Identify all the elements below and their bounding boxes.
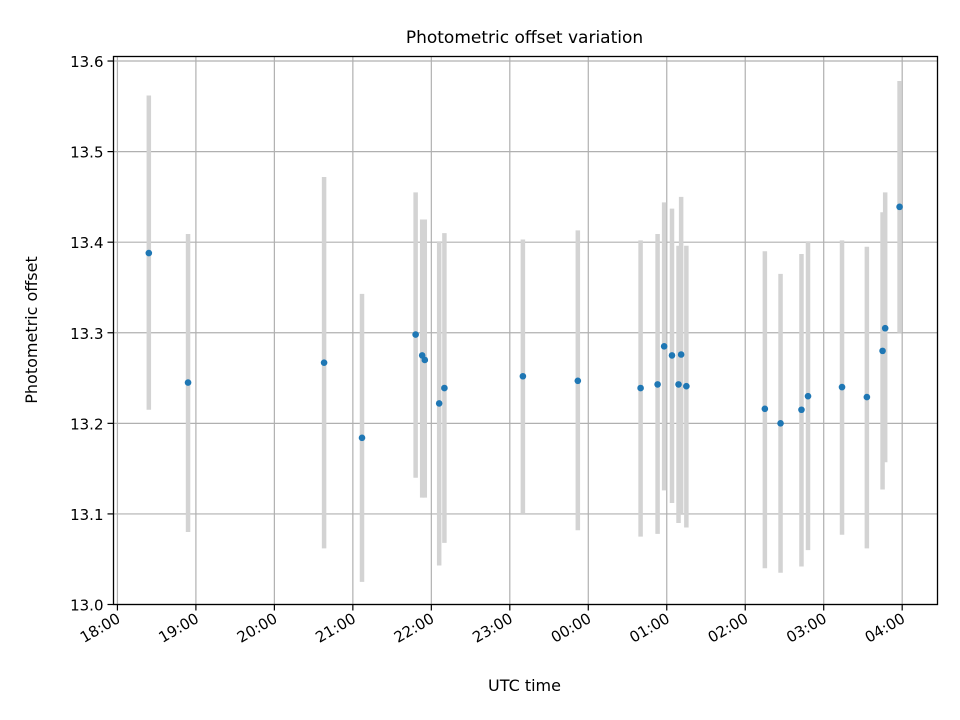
data-point: [184, 379, 192, 386]
data-point: [777, 420, 784, 427]
data-point: [654, 381, 661, 388]
y-tick-label: 13.0: [70, 597, 103, 615]
data-point: [435, 400, 443, 407]
data-points: [145, 203, 903, 442]
data-point: [421, 356, 429, 364]
data-point: [320, 359, 328, 366]
data-point: [412, 331, 419, 338]
data-point: [677, 351, 685, 358]
y-tick-label: 13.4: [70, 234, 103, 252]
data-point: [838, 383, 846, 391]
plot-frame: [112, 55, 939, 606]
data-point: [881, 324, 889, 332]
data-point: [879, 347, 886, 355]
data-point: [761, 405, 769, 413]
grid: [113, 56, 938, 606]
y-tick-label: 13.2: [70, 415, 103, 433]
y-tick-label: 13.5: [70, 144, 103, 162]
data-point: [519, 372, 527, 380]
data-point: [668, 352, 676, 359]
data-point: [798, 406, 805, 414]
data-point: [660, 343, 668, 350]
y-tick-label: 13.1: [70, 506, 103, 524]
data-point: [358, 434, 366, 442]
y-tick-label: 13.6: [70, 53, 103, 71]
data-point: [683, 382, 690, 390]
x-axis-label: UTC time: [488, 676, 561, 695]
data-point: [574, 377, 582, 385]
y-axis-label: Photometric offset: [22, 256, 41, 404]
data-point: [675, 381, 682, 388]
data-point: [804, 392, 812, 400]
y-axis-ticks: 13.0 13.1 13.2 13.3 13.4 13.5 13.6: [70, 53, 114, 615]
data-point: [863, 393, 871, 401]
data-point: [637, 384, 644, 392]
data-point: [441, 384, 448, 392]
y-tick-label: 13.3: [70, 325, 103, 343]
data-point: [896, 203, 903, 211]
chart-title: Photometric offset variation: [406, 28, 643, 48]
data-point: [145, 249, 153, 257]
